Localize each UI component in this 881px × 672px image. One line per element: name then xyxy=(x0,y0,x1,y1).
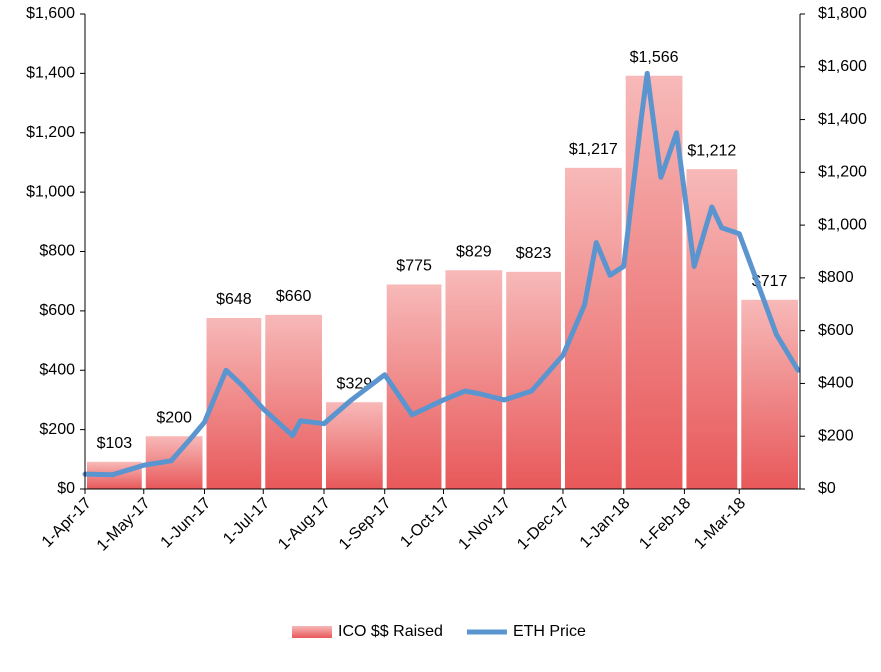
y2-tick-label: $0 xyxy=(818,480,836,497)
data-label: $775 xyxy=(396,258,432,275)
data-label: $648 xyxy=(216,291,252,308)
y-tick-label: $600 xyxy=(39,302,75,319)
y2-tick-label: $200 xyxy=(818,427,854,444)
y2-tick-label: $600 xyxy=(818,322,854,339)
x-tick-label: 1-Jan-18 xyxy=(577,495,634,552)
data-label: $103 xyxy=(97,435,133,452)
y2-tick-label: $1,200 xyxy=(818,164,867,181)
data-label: $200 xyxy=(156,409,192,426)
data-label: $823 xyxy=(516,245,552,262)
data-label: $660 xyxy=(276,288,312,305)
data-label: $1,212 xyxy=(687,142,736,159)
data-label: $1,217 xyxy=(569,141,618,158)
x-tick-label: 1-May-17 xyxy=(94,495,154,555)
x-tick-label: 1-Aug-17 xyxy=(275,495,334,554)
x-tick-label: 1-Apr-17 xyxy=(39,495,95,551)
y2-tick-label: $1,600 xyxy=(818,58,867,75)
bar xyxy=(741,299,798,489)
x-tick-label: 1-Sep-17 xyxy=(336,495,395,554)
y-tick-label: $1,600 xyxy=(26,5,75,22)
x-tick-label: 1-Jun-17 xyxy=(158,495,215,552)
x-tick-label: 1-Dec-17 xyxy=(514,495,573,554)
y2-tick-label: $1,000 xyxy=(818,216,867,233)
y-tick-label: $1,000 xyxy=(26,183,75,200)
line xyxy=(82,70,801,478)
bar xyxy=(506,271,561,489)
legend-swatch xyxy=(292,626,332,638)
bar xyxy=(265,314,322,489)
bar xyxy=(206,318,262,489)
x-tick-label: 1-Nov-17 xyxy=(455,495,514,554)
x-tick-label: 1-Oct-17 xyxy=(397,495,453,551)
legend-label: ETH Price xyxy=(513,623,586,640)
y2-tick-label: $1,800 xyxy=(818,5,867,22)
legend-label: ICO $$ Raised xyxy=(338,623,443,640)
bar xyxy=(445,270,503,489)
y2-tick-label: $400 xyxy=(818,375,854,392)
y-tick-label: $0 xyxy=(57,480,75,497)
y-tick-label: $1,200 xyxy=(26,124,75,141)
x-tick-label: 1-Mar-18 xyxy=(691,495,749,553)
y-tick-label: $800 xyxy=(39,243,75,260)
data-label: $1,566 xyxy=(630,49,679,66)
y-tick-label: $1,400 xyxy=(26,65,75,82)
x-tick-label: 1-Feb-18 xyxy=(636,495,694,553)
y2-tick-label: $1,400 xyxy=(818,111,867,128)
data-label: $829 xyxy=(456,243,492,260)
bar xyxy=(686,169,738,489)
x-tick-label: 1-Jul-17 xyxy=(220,495,273,548)
y-tick-label: $400 xyxy=(39,361,75,378)
y-tick-label: $200 xyxy=(39,421,75,438)
y2-tick-label: $800 xyxy=(818,269,854,286)
